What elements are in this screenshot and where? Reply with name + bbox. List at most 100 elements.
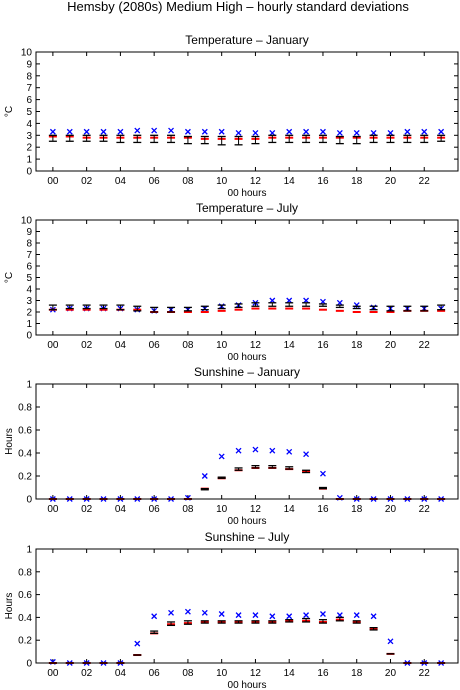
x-tick-label: 02 <box>81 668 93 679</box>
errorbar-point <box>268 620 277 624</box>
x-tick-label: 06 <box>149 176 161 187</box>
observed-point <box>320 470 326 477</box>
x-axis-label: 00 hours <box>228 516 267 527</box>
errorbar-point <box>318 619 327 624</box>
x-tick-label: 20 <box>385 176 397 187</box>
errorbar-point <box>183 135 192 145</box>
errorbar-point <box>200 305 209 311</box>
errorbar-point <box>302 134 311 144</box>
x-tick-label: 06 <box>149 504 161 515</box>
observed-point <box>404 128 411 135</box>
y-tick-label: 0 <box>26 167 32 178</box>
errorbar-point <box>335 616 344 622</box>
y-tick-label: 5 <box>26 107 32 118</box>
errorbar-point <box>82 134 91 142</box>
y-tick-label: 10 <box>21 216 33 227</box>
errorbar-point <box>369 134 378 144</box>
observed-point <box>269 447 276 454</box>
y-tick-label: 4 <box>26 119 32 130</box>
y-axis-label: °C <box>4 106 15 117</box>
x-tick-label: 08 <box>182 340 194 351</box>
errorbar-point <box>352 305 361 310</box>
x-tick-label: 10 <box>216 668 228 679</box>
observed-point <box>201 128 208 135</box>
x-tick-label: 16 <box>317 340 329 351</box>
y-tick-label: 0.8 <box>18 403 32 414</box>
errorbar-point <box>420 134 429 144</box>
observed-point <box>387 638 394 645</box>
x-axis-label: 00 hours <box>228 188 267 199</box>
plot-frame <box>35 548 459 664</box>
x-tick-label: 10 <box>216 176 228 187</box>
x-tick-label: 06 <box>149 668 161 679</box>
x-tick-label: 06 <box>149 340 161 351</box>
errorbar-point <box>217 476 226 479</box>
observed-point <box>151 127 158 134</box>
errorbar-point <box>352 135 361 145</box>
x-tick-label: 10 <box>216 340 228 351</box>
errorbar-point <box>217 620 226 624</box>
x-tick-label: 04 <box>115 340 127 351</box>
observed-point <box>235 129 242 136</box>
errorbar-point <box>251 135 260 145</box>
x-tick-label: 00 <box>47 340 59 351</box>
y-tick-label: 6 <box>26 95 32 106</box>
y-tick-label: 8 <box>26 239 32 250</box>
observed-point <box>83 128 90 135</box>
observed-point <box>286 448 293 455</box>
observed-point <box>134 640 141 647</box>
errorbar-point <box>82 304 91 310</box>
observed-point <box>303 128 310 135</box>
observed-point <box>235 447 242 454</box>
errorbar-point <box>200 620 209 624</box>
errorbar-point <box>268 464 277 469</box>
x-tick-label: 08 <box>182 668 194 679</box>
observed-point <box>168 127 174 134</box>
errorbar-point <box>285 302 294 307</box>
errorbar-point <box>99 134 108 142</box>
y-tick-label: 0.4 <box>18 449 32 460</box>
y-tick-label: 6 <box>26 262 32 273</box>
y-tick-label: 7 <box>26 83 32 94</box>
x-tick-label: 22 <box>419 504 431 515</box>
panel-4: Sunshine – July 0 0.2 0.4 0.6 0.8 1 00 02 04 06 08 1… <box>4 530 459 690</box>
observed-point <box>320 128 326 135</box>
observed-point <box>353 612 360 619</box>
x-tick-label: 04 <box>115 504 127 515</box>
errorbar-point <box>217 135 226 146</box>
plot-frame <box>35 383 459 500</box>
x-tick-label: 00 <box>47 176 59 187</box>
x-tick-label: 00 <box>47 668 59 679</box>
errorbar-point <box>437 134 446 142</box>
errorbar-point <box>234 135 243 146</box>
observed-point <box>252 612 259 619</box>
x-tick-label: 00 <box>47 504 59 515</box>
y-tick-label: 0 <box>26 659 32 670</box>
x-tick-label: 12 <box>250 340 262 351</box>
observed-point <box>370 129 377 136</box>
errorbar-point <box>420 305 429 312</box>
errorbar-point <box>251 302 260 307</box>
x-tick-label: 08 <box>182 504 194 515</box>
x-tick-label: 04 <box>115 176 127 187</box>
y-tick-label: 9 <box>26 59 32 70</box>
observed-point <box>49 128 56 135</box>
errorbar-point <box>285 466 294 470</box>
x-tick-label: 20 <box>385 340 397 351</box>
y-tick-label: 0.8 <box>18 567 32 578</box>
x-tick-label: 22 <box>419 340 431 351</box>
x-tick-label: 02 <box>81 340 93 351</box>
y-axis-label: Hours <box>4 428 15 455</box>
errorbar-point <box>167 306 176 313</box>
errorbar-point <box>116 134 125 144</box>
errorbar-point <box>403 305 412 312</box>
x-tick-label: 14 <box>284 668 296 679</box>
observed-point <box>286 613 293 620</box>
errorbar-point <box>268 302 277 307</box>
y-tick-label: 2 <box>26 308 32 319</box>
errorbar-point <box>167 621 176 627</box>
x-tick-label: 20 <box>385 504 397 515</box>
errorbar-point <box>369 305 378 311</box>
